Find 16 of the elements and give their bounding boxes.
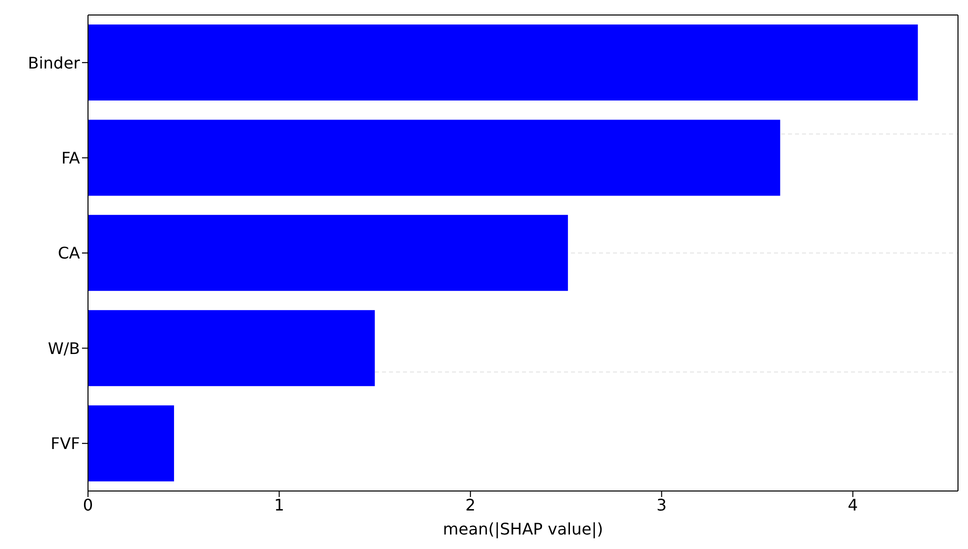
- y-tick-label: FA: [61, 148, 80, 168]
- y-tick-label: Binder: [28, 53, 80, 72]
- x-axis-title: mean(|SHAP value|): [442, 519, 604, 538]
- bar: [88, 310, 375, 386]
- x-tick-label: 4: [848, 495, 858, 514]
- x-tick-label: 2: [465, 495, 476, 514]
- x-tick-label: 3: [656, 495, 667, 514]
- bar: [88, 24, 918, 101]
- y-tick-label: W/B: [48, 338, 80, 358]
- x-tick-label: 0: [82, 495, 94, 514]
- bar: [88, 120, 780, 196]
- y-tick-label: CA: [58, 244, 80, 263]
- y-tick-label: FVF: [50, 434, 80, 454]
- bar: [88, 405, 174, 482]
- x-tick-label: 1: [274, 495, 284, 514]
- bar: [88, 214, 568, 291]
